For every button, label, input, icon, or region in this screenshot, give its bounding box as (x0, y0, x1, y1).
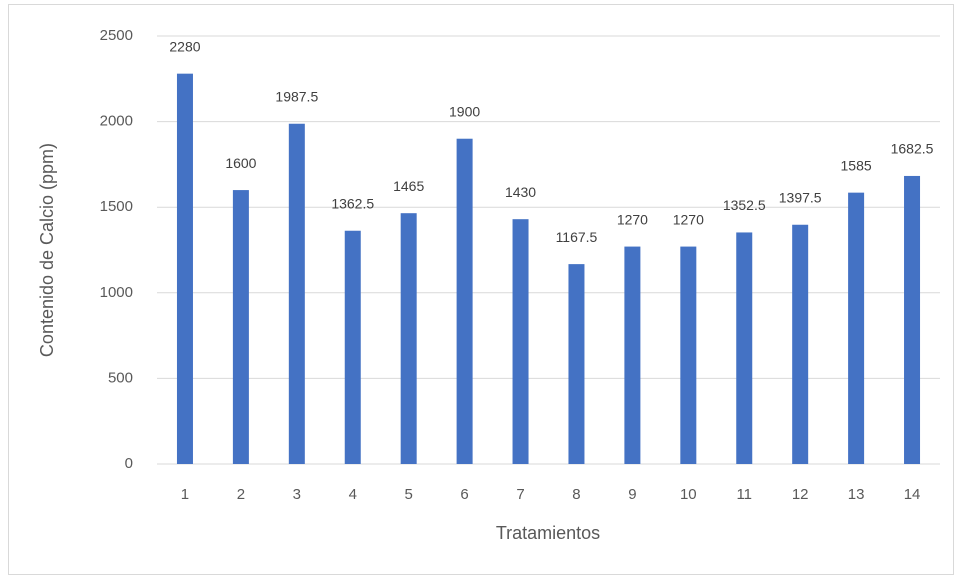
x-tick-label: 8 (572, 486, 580, 503)
bar (456, 138, 473, 464)
data-label: 1682.5 (891, 141, 934, 157)
bar (288, 123, 305, 465)
y-axis-title: Contenido de Calcio (ppm) (37, 143, 57, 357)
bar (792, 224, 809, 464)
data-label: 1270 (617, 211, 648, 227)
bar (512, 219, 529, 464)
data-label: 1352.5 (723, 197, 766, 213)
data-label: 1430 (505, 184, 536, 200)
data-label: 1600 (225, 155, 256, 171)
x-tick-label: 11 (736, 486, 752, 503)
bar (176, 73, 193, 464)
y-tick-label: 1000 (100, 284, 133, 301)
data-label: 1167.5 (556, 229, 598, 245)
bar (400, 213, 417, 464)
bar (848, 192, 865, 464)
x-tick-label: 10 (680, 486, 697, 503)
x-tick-label: 3 (293, 486, 301, 503)
bar (736, 232, 753, 464)
data-label: 1465 (393, 178, 424, 194)
bar (344, 230, 361, 464)
data-label: 1362.5 (331, 195, 374, 211)
x-tick-label: 4 (349, 486, 357, 503)
x-axis-title: Tratamientos (496, 523, 600, 543)
chart-frame (8, 4, 954, 575)
bar (232, 190, 249, 464)
x-tick-label: 9 (628, 486, 636, 503)
y-tick-label: 2000 (100, 113, 133, 130)
data-label: 2280 (169, 38, 200, 54)
y-tick-label: 1500 (100, 198, 133, 215)
x-tick-label: 12 (792, 486, 809, 503)
x-tick-label: 13 (848, 486, 865, 503)
bar (904, 175, 921, 464)
x-tick-label: 1 (181, 486, 189, 503)
x-tick-label: 7 (516, 486, 524, 503)
bar (568, 264, 585, 464)
x-tick-label: 14 (904, 486, 921, 503)
x-tick-label: 5 (405, 486, 413, 503)
bar (680, 246, 697, 464)
y-tick-label: 500 (108, 369, 133, 386)
data-label: 1397.5 (779, 189, 822, 205)
data-label: 1585 (841, 157, 872, 173)
x-tick-label: 6 (460, 486, 468, 503)
y-tick-label: 2500 (100, 27, 133, 44)
x-tick-label: 2 (237, 486, 245, 503)
bar (624, 246, 641, 464)
data-label: 1270 (673, 211, 704, 227)
y-tick-label: 0 (125, 455, 133, 472)
data-label: 1987.5 (275, 88, 318, 104)
data-label: 1900 (449, 103, 480, 119)
